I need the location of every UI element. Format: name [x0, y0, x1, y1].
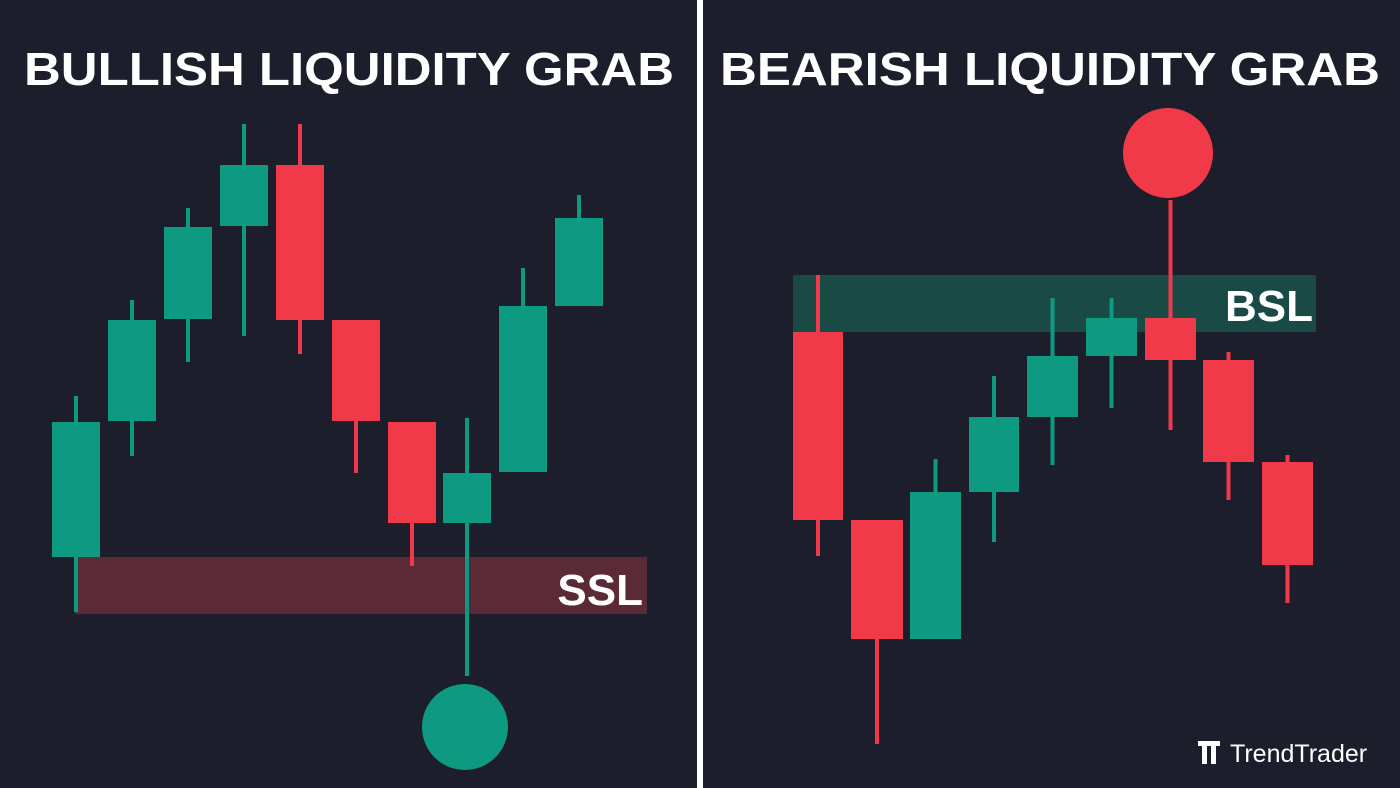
candle-body — [1203, 360, 1254, 462]
logo-stem — [1211, 746, 1216, 764]
candle — [1027, 298, 1078, 465]
candle — [443, 418, 491, 676]
candle — [52, 396, 100, 612]
candle — [388, 422, 436, 566]
candle — [164, 208, 212, 362]
candle — [555, 195, 603, 306]
logo-bar — [1198, 741, 1220, 746]
divider — [697, 0, 703, 788]
candle-body — [443, 473, 491, 523]
candle-body — [851, 520, 903, 639]
candle — [969, 376, 1019, 542]
brand-logo — [1198, 741, 1220, 764]
sweep-marker — [1123, 108, 1213, 198]
candle — [499, 268, 547, 472]
candle — [793, 275, 843, 556]
ssl-zone — [75, 557, 647, 614]
candle-body — [164, 227, 212, 319]
zone-label: SSL — [557, 566, 643, 615]
candle-body — [910, 492, 961, 639]
candle — [851, 520, 903, 744]
candle-body — [388, 422, 436, 523]
candle-body — [1262, 462, 1313, 565]
candle-body — [793, 332, 843, 520]
candle — [1145, 200, 1196, 430]
candle — [910, 459, 961, 639]
candle-body — [276, 165, 324, 320]
candle-body — [52, 422, 100, 557]
candles — [52, 124, 1313, 744]
candle — [1262, 455, 1313, 603]
candle-body — [969, 417, 1019, 492]
candle — [220, 124, 268, 336]
sweep-marker — [422, 684, 508, 770]
candle-wick — [465, 418, 469, 676]
candle-body — [220, 165, 268, 226]
panel-title: BULLISH LIQUIDITY GRAB — [24, 43, 674, 95]
candle-body — [1027, 356, 1078, 417]
zone-label: BSL — [1225, 282, 1313, 331]
candle — [1086, 298, 1137, 408]
candle — [1203, 352, 1254, 500]
brand-name: TrendTrader — [1230, 740, 1367, 768]
candle-wick — [1168, 200, 1173, 430]
candle — [108, 300, 156, 456]
candle-body — [1145, 318, 1196, 360]
candle-body — [108, 320, 156, 421]
candle — [276, 124, 324, 354]
candle-body — [555, 218, 603, 306]
panel-title: BEARISH LIQUIDITY GRAB — [720, 43, 1380, 95]
candle-wick — [242, 124, 246, 336]
candle-body — [332, 320, 380, 421]
candle — [332, 320, 380, 473]
candle-body — [1086, 318, 1137, 356]
candle-body — [499, 306, 547, 472]
logo-stem — [1202, 746, 1207, 764]
